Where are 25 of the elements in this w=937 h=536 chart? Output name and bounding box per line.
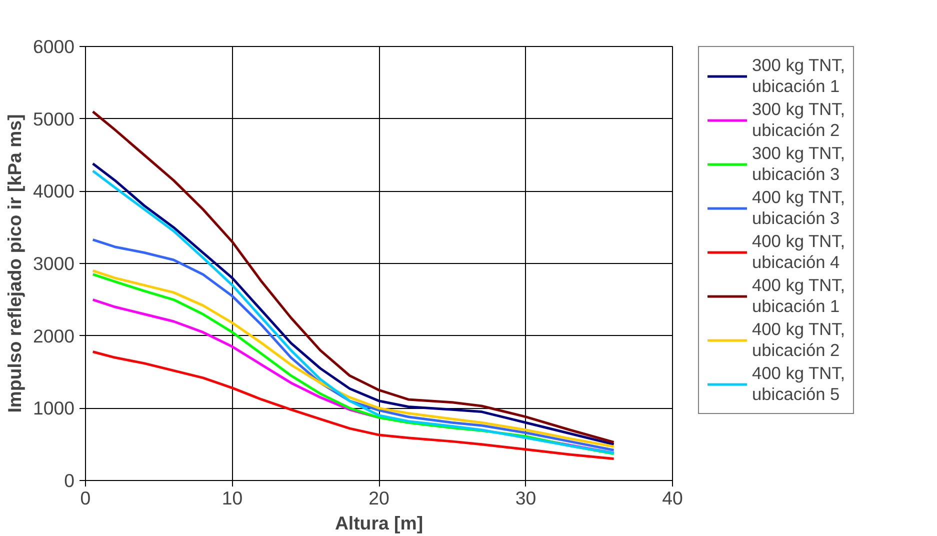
- y-tick-label: 3000: [32, 253, 75, 274]
- x-tick-label: 0: [80, 488, 91, 508]
- y-tick-label: 5000: [32, 108, 75, 130]
- line-series: [92, 238, 616, 452]
- legend-label: 400 kg TNT, ubicación 4: [752, 231, 846, 273]
- legend-label: 400 kg TNT, ubicación 3: [752, 187, 846, 229]
- y-tick-label: 2000: [32, 325, 75, 346]
- legend-label: 300 kg TNT, ubicación 1: [752, 55, 846, 97]
- legend-label: 400 kg TNT, ubicación 5: [752, 363, 846, 405]
- y-tick-label: 0: [64, 470, 75, 491]
- line-series: [92, 350, 616, 460]
- legend-label: 400 kg TNT, ubicación 2: [752, 319, 846, 361]
- legend-label: 400 kg TNT, ubicación 1: [752, 275, 846, 317]
- y-tick-label: 6000: [32, 36, 75, 57]
- legend-label: 300 kg TNT, ubicación 2: [752, 99, 846, 141]
- x-axis-title: Altura [m]: [334, 512, 424, 534]
- y-tick-label: 4000: [32, 180, 75, 202]
- x-tick-label: 30: [515, 488, 536, 508]
- x-tick-label: 40: [662, 488, 683, 508]
- x-tick-label: 20: [368, 488, 390, 508]
- y-axis-title: Impulso reflejado pico ir [kPa ms]: [4, 114, 25, 413]
- y-tick-label: 1000: [32, 398, 75, 419]
- x-tick-label: 10: [222, 488, 243, 508]
- line-series: [92, 110, 616, 444]
- legend-label: 300 kg TNT, ubicación 3: [752, 143, 846, 185]
